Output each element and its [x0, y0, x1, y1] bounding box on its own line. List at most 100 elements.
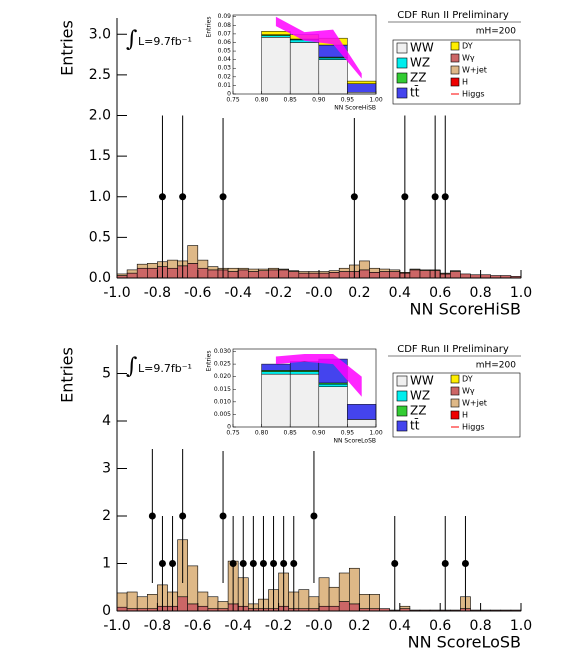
inset-bar	[289, 42, 320, 95]
x-tick-label: 0.8	[469, 618, 491, 634]
histogram-bar	[318, 272, 330, 279]
histogram-bar	[237, 267, 249, 271]
x-tick-label: 1.0	[510, 285, 532, 301]
inset-bar	[318, 386, 348, 428]
uncertainty-band	[275, 16, 362, 79]
inset-y-tick-label: 0.025	[214, 361, 231, 368]
inset-y-tick-label: 0.06	[218, 39, 232, 46]
data-point	[229, 560, 237, 567]
histogram-bar	[338, 267, 350, 272]
inset-x-tick-label: 0.90	[312, 430, 326, 437]
y-tick-label: 1	[102, 556, 111, 572]
x-tick-label: -0.4	[225, 285, 252, 301]
data-point	[290, 560, 298, 567]
histogram-bar	[298, 271, 310, 274]
histogram-bar	[359, 269, 370, 279]
y-tick-label: 1.5	[89, 148, 111, 164]
x-tick-label: -0.8	[144, 618, 171, 634]
inset-x-tick-label: 0.80	[255, 430, 269, 437]
histogram-bar	[379, 271, 391, 279]
inset-x-tick-label: 0.95	[341, 430, 355, 437]
x-tick-label: 0.4	[389, 285, 411, 301]
histogram-bar	[197, 605, 209, 612]
histogram-bar	[328, 270, 340, 273]
legend-swatch	[450, 65, 460, 75]
legend-swatch	[450, 77, 460, 87]
data-point	[169, 560, 177, 567]
integral-sign: ∫	[126, 354, 138, 379]
y-tick-label: 1.0	[89, 189, 111, 205]
y-axis-label: Entries	[58, 347, 77, 403]
data-point	[158, 193, 166, 201]
histogram-bar	[197, 591, 209, 607]
inset-bar	[347, 419, 377, 428]
integral-sign: ∫	[126, 27, 138, 52]
histogram-bar	[217, 601, 229, 609]
x-tick-label: 0.8	[469, 285, 491, 301]
y-tick-label: 3	[102, 461, 111, 477]
histogram-bar	[167, 259, 178, 269]
histogram-bar	[227, 271, 239, 279]
inset-x-label: NN ScoreLoSB	[333, 438, 376, 445]
histogram-bar	[409, 269, 421, 279]
legend-swatch	[396, 42, 408, 54]
histogram-bar	[328, 272, 340, 279]
inset-y-tick-label: 0.010	[214, 398, 231, 405]
histogram-bar	[187, 603, 199, 612]
histogram-bar	[298, 272, 310, 279]
histogram-bar	[268, 267, 279, 271]
histogram-bar	[278, 268, 290, 271]
x-tick-label: -0.6	[184, 285, 211, 301]
legend-swatch	[396, 420, 408, 432]
inset-bar	[261, 31, 291, 36]
data-point	[350, 193, 358, 201]
histogram-bar	[449, 271, 461, 279]
inset-bar	[347, 83, 377, 93]
histogram-bar	[237, 269, 249, 279]
histogram-bar	[460, 273, 471, 279]
x-tick-label: -0.0	[305, 285, 332, 301]
data-point	[461, 560, 469, 567]
y-tick-label: 4	[102, 413, 111, 429]
data-point	[441, 560, 449, 567]
inset-bar	[261, 363, 291, 371]
data-point	[148, 512, 156, 520]
legend-label: WW	[410, 41, 434, 55]
histogram-bar	[187, 245, 199, 264]
x-tick-label: -0.6	[184, 618, 211, 634]
histogram-bar	[318, 271, 330, 274]
data-point	[249, 560, 257, 567]
histogram-bar	[147, 594, 158, 609]
histogram-bar	[348, 603, 360, 612]
data-point	[219, 193, 227, 201]
histogram-bar	[288, 270, 300, 272]
histogram-bar	[147, 263, 158, 269]
histogram-bar	[369, 267, 380, 273]
inset-y-tick-label: 0.07	[218, 30, 232, 37]
histogram-bar	[147, 267, 158, 279]
legend-swatch	[396, 390, 408, 402]
histogram-bar	[177, 596, 189, 612]
x-tick-label: -0.8	[144, 285, 171, 301]
inset-x-tick-label: 1.00	[369, 97, 383, 104]
data-point	[179, 193, 187, 201]
histogram-bar	[338, 601, 350, 612]
inset-y-label: Entries	[206, 351, 213, 372]
mass-label: mH=200	[476, 361, 517, 371]
histogram-bar	[126, 591, 138, 609]
histogram-bar	[308, 271, 320, 274]
data-point	[391, 560, 399, 567]
histogram-bar	[207, 596, 219, 609]
histogram-bar	[288, 271, 300, 279]
histogram-bar	[318, 605, 330, 612]
histogram-bar	[359, 594, 370, 609]
y-tick-label: 0	[102, 603, 111, 619]
x-tick-label: 0.4	[389, 618, 411, 634]
inset-bar	[261, 373, 291, 428]
luminosity-label: L=9.7fb⁻¹	[138, 362, 192, 375]
inset-bar	[261, 371, 291, 375]
inset-y-tick-label: 0.05	[218, 48, 232, 55]
x-tick-label: 0.6	[429, 285, 451, 301]
